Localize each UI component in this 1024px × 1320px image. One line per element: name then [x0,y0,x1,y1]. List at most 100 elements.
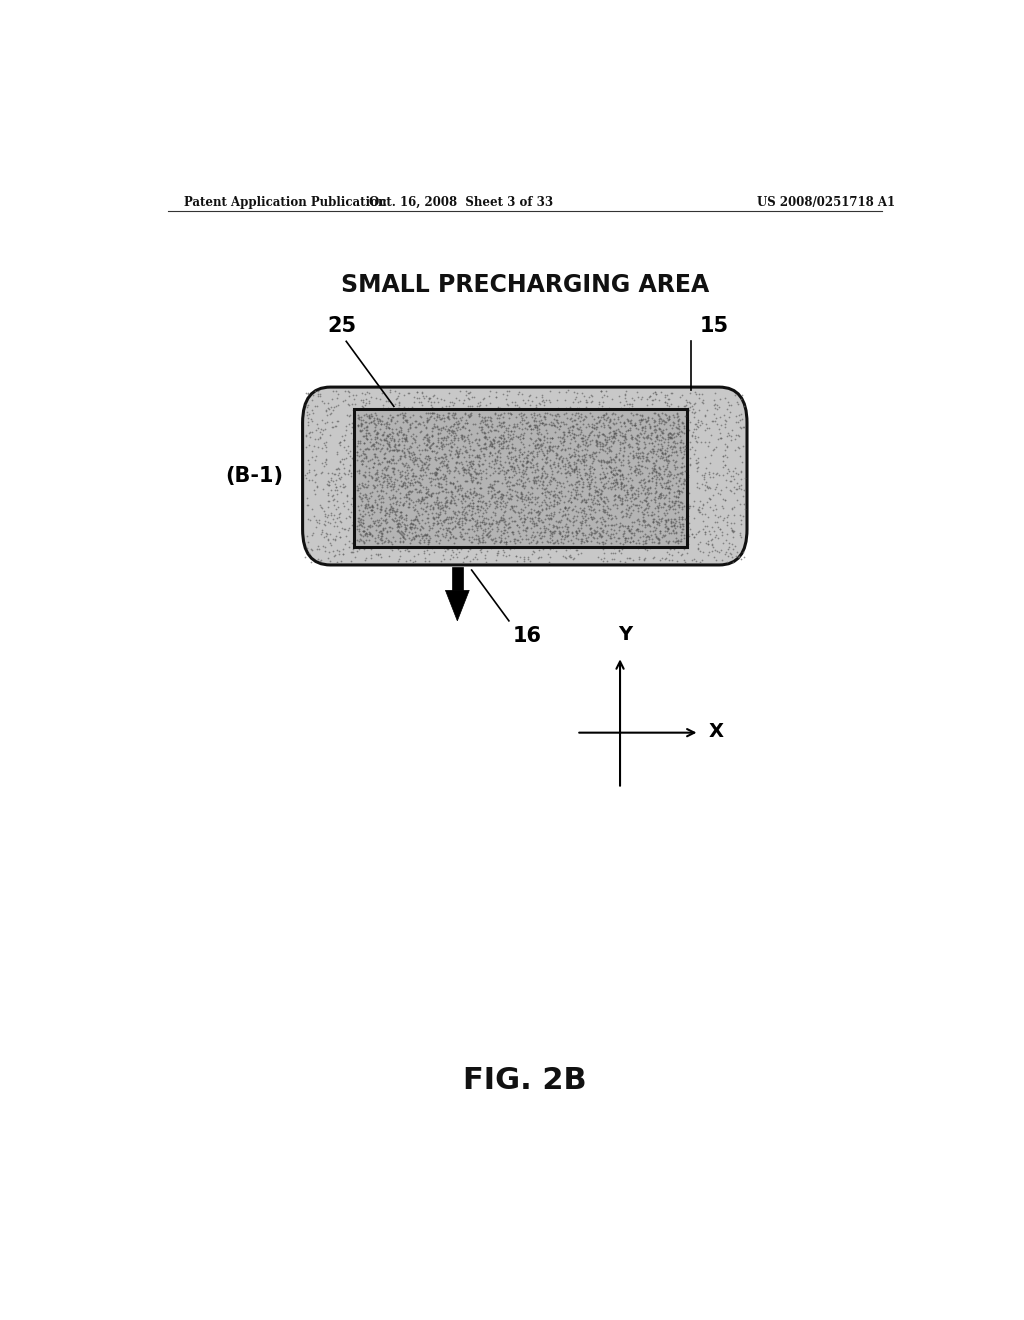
Point [368,438,384,459]
Point [356,537,373,558]
Point [355,465,372,486]
Point [659,471,676,492]
Point [433,437,450,458]
Point [512,499,528,520]
Point [417,447,433,469]
Point [390,549,407,570]
Point [394,474,411,495]
Point [607,471,624,492]
Point [629,429,645,450]
Point [639,515,655,536]
Point [424,463,440,484]
Point [395,525,412,546]
Point [634,441,650,462]
Point [391,434,408,455]
Point [418,486,434,507]
Point [351,407,368,428]
Point [334,517,350,539]
Point [519,487,536,508]
Point [705,466,721,487]
Point [469,549,485,570]
Point [567,457,584,478]
Point [361,496,378,517]
Point [593,457,609,478]
Point [428,442,444,463]
Point [660,488,677,510]
Point [625,477,641,498]
Point [598,473,614,494]
Point [653,469,670,490]
Point [429,416,445,437]
Point [655,463,672,484]
Point [569,488,586,510]
Point [733,549,750,570]
Point [447,475,464,496]
Point [514,486,530,507]
Point [647,449,664,470]
Point [641,482,657,503]
Point [521,414,538,436]
Point [567,458,584,479]
Point [539,428,555,449]
Point [483,434,500,455]
Point [551,471,567,492]
Point [674,412,690,433]
Point [630,498,646,519]
Point [546,451,562,473]
Point [719,552,735,573]
Point [326,516,342,537]
Point [489,471,506,492]
Point [408,491,424,512]
Point [383,449,399,470]
Point [549,389,565,411]
Point [343,502,359,523]
Point [685,403,701,424]
Point [502,455,518,477]
Point [542,440,558,461]
Point [599,504,615,525]
Point [444,404,461,425]
Point [424,417,440,438]
Point [365,438,381,459]
Point [541,495,557,516]
Point [370,438,386,459]
Point [415,429,431,450]
Point [620,482,636,503]
Point [366,408,382,429]
Point [322,541,338,562]
Point [595,424,611,445]
Point [316,506,333,527]
Point [456,499,472,520]
Point [732,506,749,527]
Point [398,453,415,474]
Point [500,384,516,405]
Point [430,428,446,449]
Point [665,467,681,488]
Point [374,477,390,498]
Point [377,510,393,531]
Point [472,478,488,499]
Point [591,392,607,413]
Point [535,434,551,455]
Point [527,414,544,436]
Point [362,387,379,408]
Point [324,467,340,488]
Point [449,457,465,478]
Point [306,436,323,457]
Point [461,495,477,516]
Point [425,384,441,405]
Point [386,393,402,414]
Point [680,498,696,519]
Point [386,503,402,524]
Point [527,515,544,536]
Point [420,458,436,479]
Point [450,428,466,449]
Point [489,519,506,540]
Point [352,524,369,545]
Point [688,451,705,473]
Point [680,465,696,486]
Point [647,383,664,404]
Point [644,467,660,488]
Point [464,490,480,511]
Point [613,478,630,499]
